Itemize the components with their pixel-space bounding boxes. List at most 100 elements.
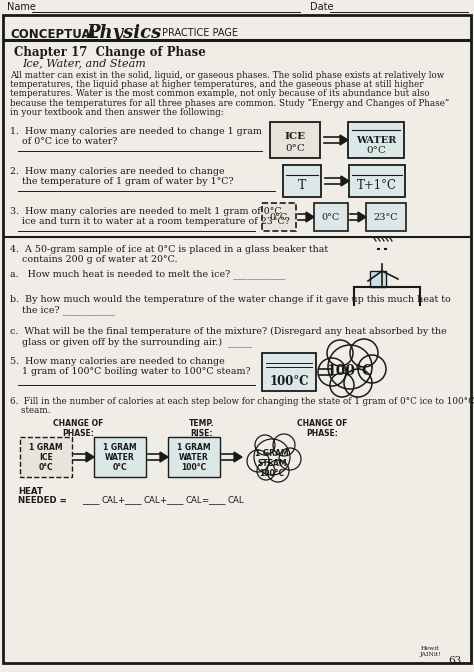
Polygon shape (340, 135, 348, 145)
Circle shape (318, 358, 346, 386)
Text: TEMP.
RISE:: TEMP. RISE: (189, 419, 215, 438)
Text: 1 GRAM: 1 GRAM (29, 443, 63, 452)
Text: ____: ____ (82, 496, 100, 505)
Text: ____: ____ (208, 496, 226, 505)
Text: contains 200 g of water at 20°C.: contains 200 g of water at 20°C. (10, 255, 177, 264)
Circle shape (330, 373, 354, 397)
Bar (349, 165, 405, 197)
Text: 100°C: 100°C (269, 375, 309, 388)
Bar (314, 203, 348, 231)
Polygon shape (86, 452, 94, 462)
Text: CAL: CAL (228, 496, 245, 505)
Text: WATER: WATER (179, 453, 209, 462)
Text: 1 GRAM: 1 GRAM (103, 443, 137, 452)
Text: =: = (201, 496, 209, 505)
Polygon shape (306, 212, 314, 222)
Text: 1.  How many calories are needed to change 1 gram: 1. How many calories are needed to chang… (10, 127, 262, 136)
Bar (283, 165, 321, 197)
Text: +: + (159, 496, 167, 505)
Text: Physics: Physics (86, 24, 161, 42)
Text: b.  By how much would the temperature of the water change if it gave up this muc: b. By how much would the temperature of … (10, 295, 451, 304)
Text: 1 gram of 100°C boiling water to 100°C steam?: 1 gram of 100°C boiling water to 100°C s… (10, 367, 251, 376)
Polygon shape (358, 212, 366, 222)
Text: in your textbook and then answer the following:: in your textbook and then answer the fol… (10, 108, 224, 117)
Text: STEAM: STEAM (257, 459, 287, 468)
Text: 0°C: 0°C (270, 212, 288, 222)
Text: Ice, Water, and Steam: Ice, Water, and Steam (22, 58, 146, 68)
Text: 3.  How many calories are needed to melt 1 gram of 0°C: 3. How many calories are needed to melt … (10, 207, 282, 216)
Text: CAL: CAL (102, 496, 118, 505)
Text: CAL: CAL (186, 496, 202, 505)
Text: temperatures, the liquid phase at higher temperatures, and the gaseous phase at : temperatures, the liquid phase at higher… (10, 80, 423, 89)
Text: ice and turn it to water at a room temperature of 23°C?: ice and turn it to water at a room tempe… (10, 217, 290, 226)
Text: Chapter 17  Change of Phase: Chapter 17 Change of Phase (14, 46, 206, 59)
Bar (262, 353, 316, 391)
Text: a.   How much heat is needed to melt the ice? ___________: a. How much heat is needed to melt the i… (10, 269, 285, 279)
Text: Date: Date (310, 2, 334, 12)
Circle shape (273, 434, 295, 456)
Text: CAL: CAL (144, 496, 161, 505)
Text: ICE: ICE (39, 453, 53, 462)
Text: glass or given off by the surrounding air.)  _____: glass or given off by the surrounding ai… (10, 337, 252, 347)
Text: WATER: WATER (356, 136, 396, 145)
Bar (168, 437, 220, 477)
Text: CONCEPTUAL: CONCEPTUAL (10, 28, 98, 41)
Text: 2.  How many calories are needed to change: 2. How many calories are needed to chang… (10, 167, 225, 176)
Circle shape (247, 450, 269, 472)
Text: 100°C: 100°C (327, 364, 374, 378)
Text: All matter can exist in the solid, liquid, or gaseous phases. The solid phase ex: All matter can exist in the solid, liqui… (10, 71, 444, 80)
Text: 6.  Fill in the number of calories at each step below for changing the state of : 6. Fill in the number of calories at eac… (10, 397, 474, 406)
Text: T+1°C: T+1°C (357, 179, 397, 192)
Circle shape (267, 460, 289, 482)
Polygon shape (234, 452, 242, 462)
Text: of 0°C ice to water?: of 0°C ice to water? (10, 137, 118, 146)
Bar (94, 437, 146, 477)
Text: 0°C: 0°C (39, 463, 53, 472)
Text: 1 GRAM: 1 GRAM (177, 443, 211, 452)
Text: because the temperatures for all three phases are common. Study “Energy and Chan: because the temperatures for all three p… (10, 99, 449, 108)
Text: PRACTICE PAGE: PRACTICE PAGE (162, 28, 238, 38)
Circle shape (254, 439, 290, 475)
Text: 0°C: 0°C (285, 144, 305, 153)
Bar (270, 122, 320, 158)
Text: 1 GRAM: 1 GRAM (255, 449, 289, 458)
Text: CHANGE OF
PHASE:: CHANGE OF PHASE: (53, 419, 103, 438)
Text: +: + (118, 496, 125, 505)
Text: Hewit
JAINit!: Hewit JAINit! (419, 646, 441, 657)
Text: steam.: steam. (10, 406, 51, 415)
Text: WATER: WATER (105, 453, 135, 462)
Bar (366, 203, 406, 231)
Text: Name: Name (7, 2, 36, 12)
Bar (262, 203, 296, 231)
Text: HEAT: HEAT (18, 487, 43, 496)
Circle shape (279, 448, 301, 470)
Bar (20, 437, 72, 477)
Circle shape (328, 345, 372, 389)
Text: CHANGE OF
PHASE:: CHANGE OF PHASE: (297, 419, 347, 438)
Bar (370, 271, 386, 287)
Circle shape (350, 339, 378, 367)
Text: T: T (298, 179, 306, 192)
Bar (348, 122, 404, 158)
Text: temperatures. Water is the most common example, not only because of its abundanc: temperatures. Water is the most common e… (10, 89, 429, 98)
Text: ____: ____ (124, 496, 142, 505)
Text: 0°C: 0°C (113, 463, 128, 472)
Text: the temperature of 1 gram of water by 1°C?: the temperature of 1 gram of water by 1°… (10, 177, 234, 186)
Text: ICE: ICE (284, 132, 306, 141)
Text: 0°C: 0°C (322, 212, 340, 222)
Polygon shape (341, 176, 349, 186)
Text: NEEDED =: NEEDED = (18, 496, 67, 505)
Polygon shape (332, 367, 340, 377)
Polygon shape (160, 452, 168, 462)
Circle shape (255, 435, 275, 455)
Circle shape (327, 340, 353, 366)
Text: 100°C: 100°C (182, 463, 207, 472)
Text: c.  What will be the final temperature of the mixture? (Disregard any heat absor: c. What will be the final temperature of… (10, 327, 447, 336)
Text: 23°C: 23°C (374, 212, 398, 222)
Text: 100°C: 100°C (259, 469, 284, 478)
Text: 63: 63 (449, 656, 462, 665)
Text: ____: ____ (166, 496, 183, 505)
Text: 4.  A 50-gram sample of ice at 0°C is placed in a glass beaker that: 4. A 50-gram sample of ice at 0°C is pla… (10, 245, 328, 254)
Circle shape (257, 462, 275, 480)
Circle shape (344, 369, 372, 397)
